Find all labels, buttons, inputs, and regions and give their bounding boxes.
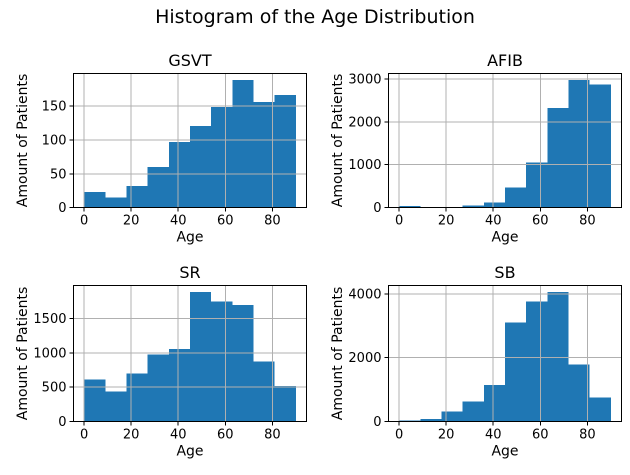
histogram-bar	[84, 191, 106, 208]
subplot-title: AFIB	[487, 51, 523, 70]
x-tick-label: 60	[532, 214, 549, 229]
y-tick-label: 500	[42, 381, 67, 396]
histogram-bar	[589, 397, 611, 422]
x-tick-label: 80	[264, 214, 281, 229]
x-tick-label: 0	[395, 428, 403, 443]
subplot-title: GSVT	[168, 51, 212, 70]
histogram-bar	[274, 94, 296, 208]
histogram-bar	[105, 197, 127, 208]
x-tick-label: 40	[170, 214, 187, 229]
plot-spines	[73, 285, 307, 422]
histogram-bar	[441, 411, 463, 422]
y-tick-label: 1500	[33, 312, 66, 327]
histogram-afib: 0 20 40 60 80 0 1000 2000 3000 AFIB Age Amount of P…	[330, 51, 622, 246]
x-tick-label: 0	[80, 214, 88, 229]
x-tick-label: 0	[395, 214, 403, 229]
histogram-bar	[399, 206, 421, 208]
y-tick-label: 50	[50, 167, 67, 182]
y-axis-label: Amount of Patients	[330, 74, 346, 207]
histogram-bar	[168, 142, 190, 208]
plot-spines	[73, 73, 307, 208]
x-tick-label: 80	[579, 214, 596, 229]
histogram-bar	[589, 84, 611, 208]
x-tick-label: 20	[438, 214, 455, 229]
histogram-bar	[147, 167, 169, 208]
histogram-bar	[147, 354, 169, 422]
x-axis-label: Age	[176, 230, 203, 246]
x-axis-label: Age	[491, 230, 518, 246]
x-tick-label: 20	[438, 428, 455, 443]
x-tick-label: 60	[217, 214, 234, 229]
y-axis-label: Amount of Patients	[15, 74, 31, 207]
y-axis-label: Amount of Patients	[330, 287, 346, 420]
histogram-bar	[168, 348, 190, 422]
x-tick-label: 40	[485, 428, 502, 443]
histogram-sr: 0 20 40 60 80 0 500 1000 1500 SR Age Amount of Pati…	[15, 263, 307, 460]
histogram-bar	[274, 385, 296, 422]
figure-title: Histogram of the Age Distribution	[155, 6, 475, 28]
histogram-bar	[253, 361, 275, 422]
x-tick-label: 0	[80, 428, 88, 443]
y-tick-label: 0	[373, 415, 381, 430]
histogram-bar	[190, 291, 212, 422]
y-tick-label: 3000	[348, 73, 381, 88]
histogram-bar	[483, 202, 505, 208]
y-tick-label: 2000	[348, 351, 381, 366]
histogram-bar	[547, 108, 569, 208]
x-tick-label: 20	[123, 214, 140, 229]
y-tick-label: 0	[373, 201, 381, 216]
x-tick-label: 60	[532, 428, 549, 443]
y-tick-label: 100	[42, 133, 67, 148]
histogram-bar	[526, 301, 548, 422]
histogram-bar	[483, 384, 505, 422]
histogram-bar	[547, 291, 569, 422]
histogram-gsvt: 0 20 40 60 80 0 50 100 150 GSVT Age Amount of Patie…	[15, 51, 307, 246]
histogram-bar	[105, 391, 127, 422]
histogram-bar	[568, 364, 590, 422]
histogram-bar	[462, 205, 484, 208]
y-tick-label: 4000	[348, 287, 381, 302]
y-tick-label: 1000	[348, 158, 381, 173]
histogram-bar	[526, 162, 548, 208]
x-tick-label: 40	[485, 214, 502, 229]
histogram-bar	[232, 79, 254, 208]
histogram-bar	[126, 185, 148, 208]
histogram-bar	[84, 379, 106, 422]
x-tick-label: 20	[123, 428, 140, 443]
y-tick-label: 150	[42, 100, 67, 115]
y-tick-label: 1000	[33, 346, 66, 361]
x-tick-label: 60	[217, 428, 234, 443]
y-tick-label: 0	[58, 201, 66, 216]
histogram-bar	[126, 373, 148, 422]
plot-spines	[388, 285, 622, 422]
histogram-bar	[190, 125, 212, 208]
histogram-bar	[420, 419, 442, 422]
histogram-bar	[253, 102, 275, 208]
x-axis-label: Age	[491, 444, 518, 460]
subplot-title: SR	[179, 263, 200, 282]
x-tick-label: 80	[264, 428, 281, 443]
histogram-bar	[505, 187, 527, 208]
y-tick-label: 2000	[348, 115, 381, 130]
histogram-sb: 0 20 40 60 80 0 2000 4000 SB Age Amount of Patient…	[330, 263, 622, 460]
histogram-bar	[211, 301, 233, 422]
histogram-bar	[568, 79, 590, 208]
histogram-bar	[462, 401, 484, 422]
histogram-bar	[232, 305, 254, 422]
y-axis-label: Amount of Patients	[15, 287, 31, 420]
x-axis-label: Age	[176, 444, 203, 460]
y-tick-label: 0	[58, 415, 66, 430]
histogram-bar	[505, 322, 527, 422]
subplot-title: SB	[494, 263, 515, 282]
x-tick-label: 80	[579, 428, 596, 443]
histogram-bar	[211, 106, 233, 208]
x-tick-label: 40	[170, 428, 187, 443]
plot-spines	[388, 73, 622, 208]
